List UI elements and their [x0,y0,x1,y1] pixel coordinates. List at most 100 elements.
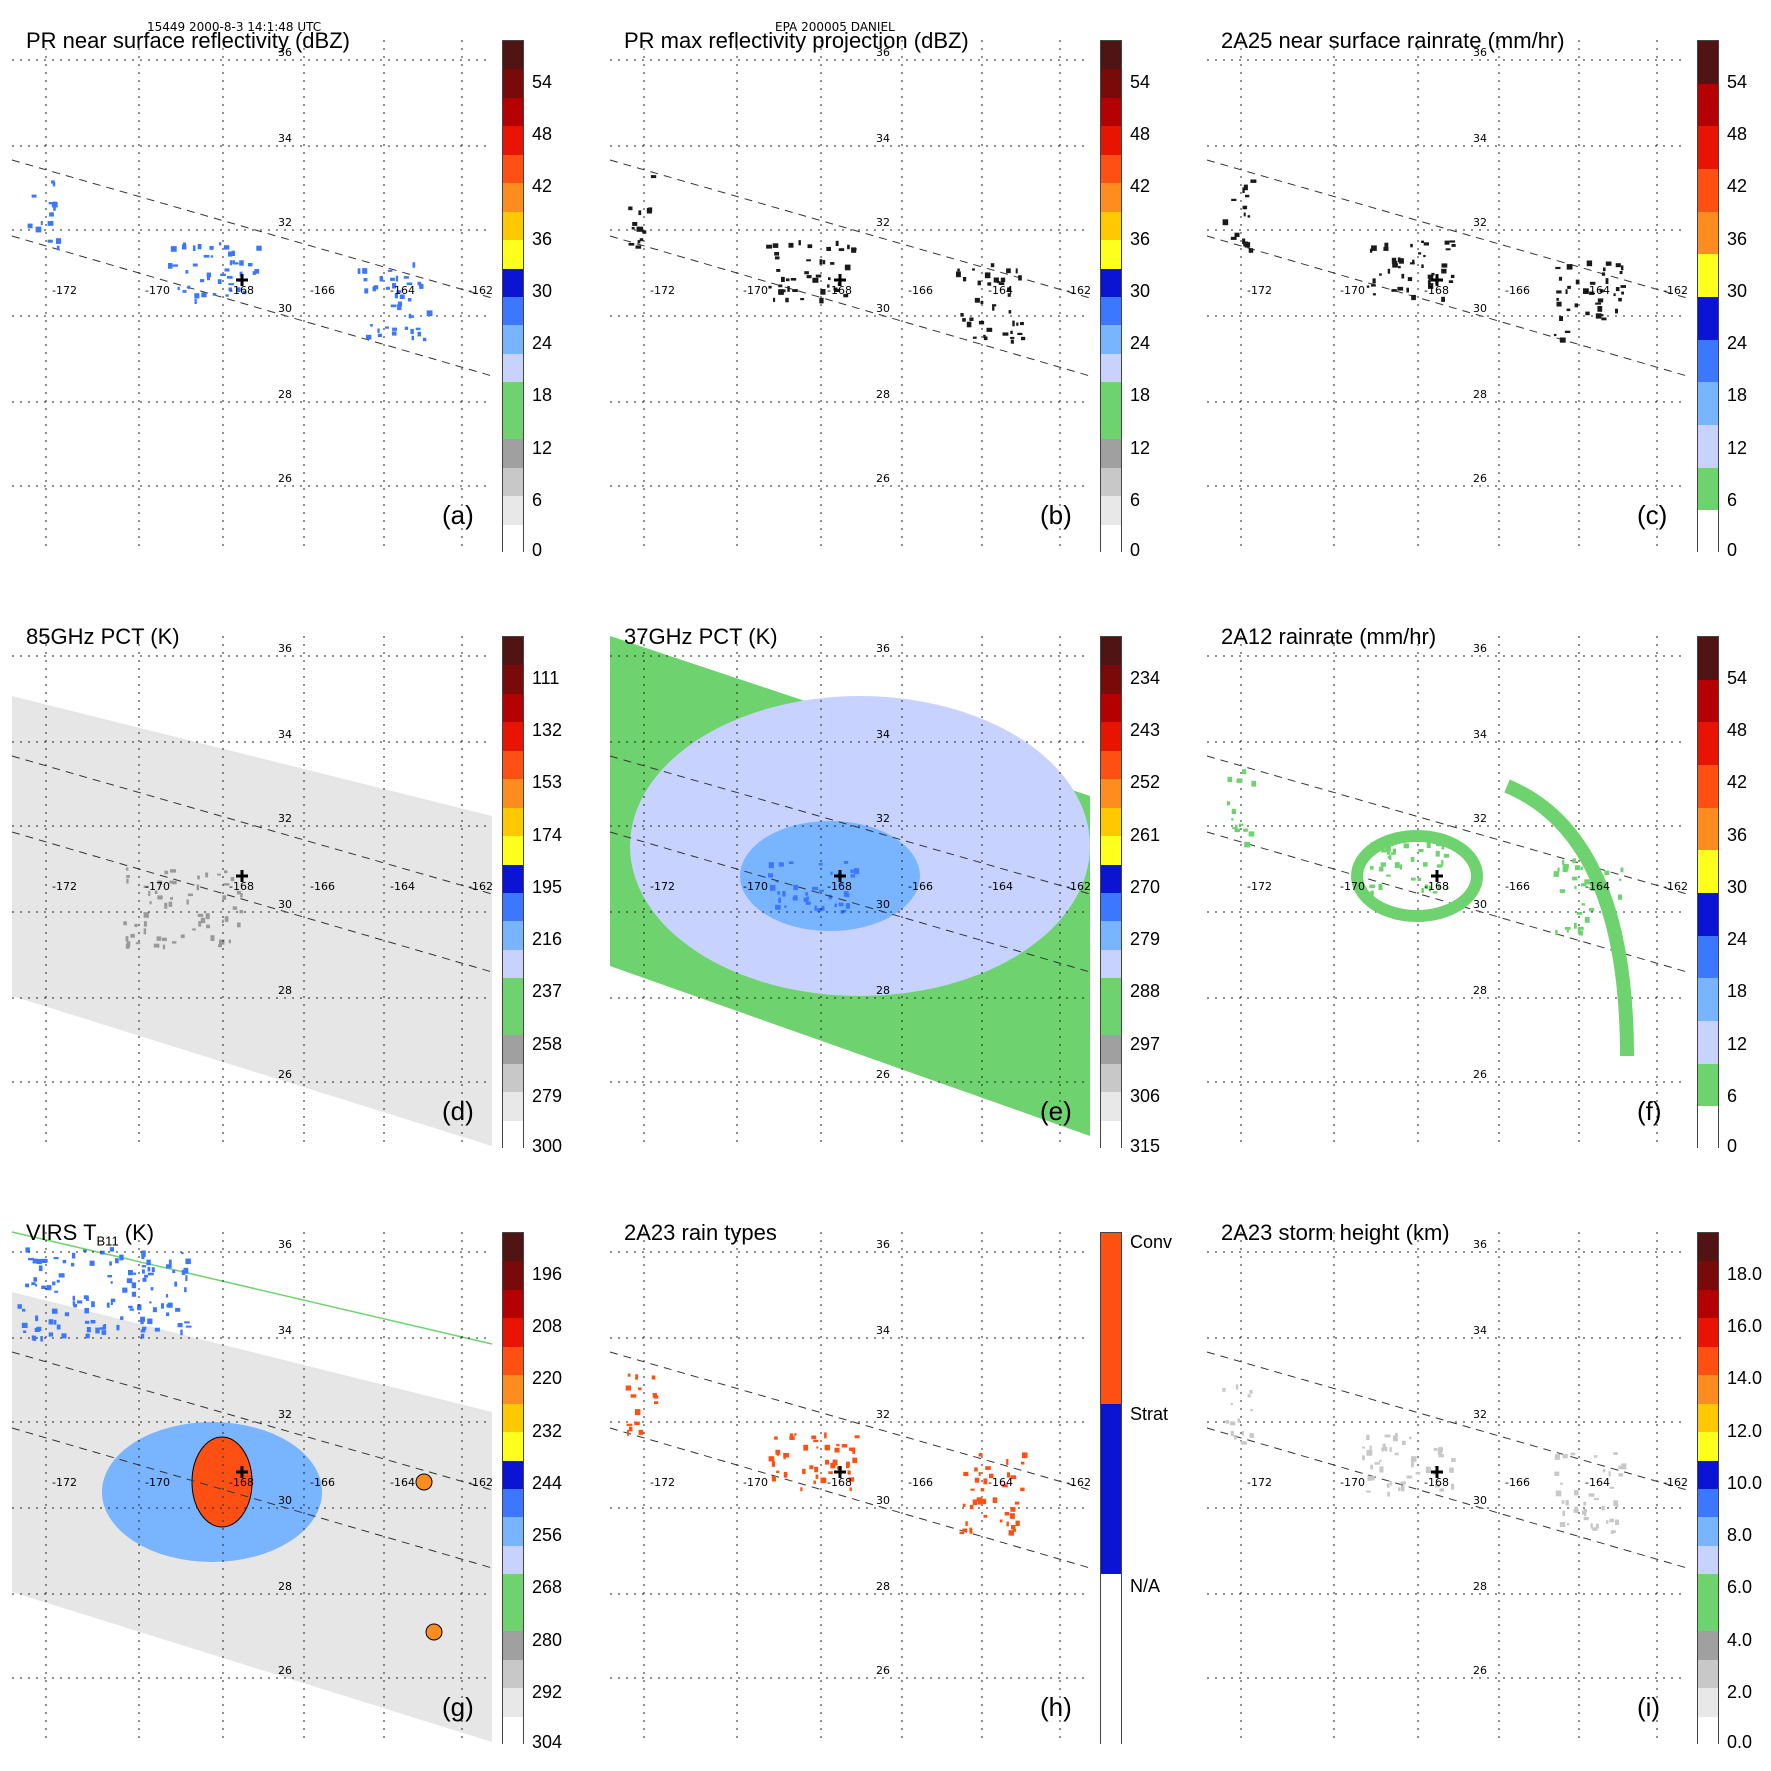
lat-label: 28 [876,388,890,401]
echo-pixel [1009,1513,1015,1519]
echo-pixel [1230,1421,1236,1426]
echo-pixel [1387,268,1391,274]
lon-label: -164 [390,284,415,297]
lat-label: 34 [876,1324,890,1337]
echo-pixel [387,269,393,272]
echo-pixel [651,1375,656,1380]
echo-pixel [1391,852,1396,855]
echo-pixel [832,1459,838,1466]
echo-pixel [1391,289,1397,292]
echo-pixel [236,287,241,292]
echo-pixel [38,1265,43,1272]
echo-pixel [1387,856,1391,859]
echo-pixel [1572,876,1578,881]
echo-pixel [963,1471,969,1476]
echo-pixel [46,1285,52,1291]
echo-pixel [1244,841,1251,848]
echo-pixel [1613,1500,1619,1506]
echo-pixel [828,277,831,281]
lat-label: 36 [1473,1238,1487,1251]
colorbar-label: 18 [1130,385,1151,406]
echo-pixel [654,1401,659,1404]
echo-pixel [969,1527,972,1533]
echo-pixel [218,944,222,948]
echo-pixel [1589,281,1596,285]
echo-pixel [172,1270,176,1274]
echo-pixel [152,1307,157,1313]
lat-label: 28 [278,984,292,997]
colorbar-label: 30 [1727,876,1748,897]
echo-pixel [147,1266,151,1272]
colorbar-label: 18 [532,385,553,406]
echo-pixel [184,1287,187,1293]
colorbar-segment [1101,410,1121,440]
echo-pixel [648,207,653,212]
echo-pixel [410,328,414,335]
colorbar-segment [503,1035,523,1064]
echo-pixel [123,921,127,926]
echo-pixel [366,334,372,340]
echo-pixel [1424,884,1428,889]
colorbar-label: 48 [1727,124,1748,145]
echo-pixel [1423,255,1426,258]
colorbar-segment [1101,524,1121,553]
echo-pixel [17,1304,22,1309]
echo-pixel [1621,291,1624,295]
colorbar-segment [1101,1063,1121,1093]
colorbar-segment [1101,126,1121,155]
echo-pixel [983,336,988,341]
echo-pixel [58,1273,65,1278]
echo-pixel [200,279,205,283]
echo-pixel [1441,268,1447,274]
colorbar-label: 174 [532,824,563,845]
echo-pixel [143,912,149,918]
lat-label: 30 [876,302,890,315]
echo-pixel [1618,297,1622,302]
swath-edge-line [609,159,1091,299]
echo-pixel [1242,205,1248,210]
echo-pixel [1381,849,1387,853]
echo-pixel [847,244,850,250]
lat-label: 32 [876,812,890,825]
colorbar-segment [1101,1006,1121,1036]
echo-pixel [1441,859,1444,866]
colorbar-segment [1101,836,1121,865]
echo-pixel [142,1269,145,1274]
lat-label: 36 [876,46,890,59]
lon-label: -170 [145,1476,170,1489]
colorbar-segment [1698,1346,1718,1376]
echo-pixel [1234,232,1240,237]
echo-pixel [1557,867,1560,872]
echo-pixel [838,248,845,251]
echo-pixel [1582,1510,1586,1515]
echo-pixel [778,284,783,288]
echo-pixel [212,293,217,296]
lat-label: 36 [1473,46,1487,59]
echo-pixel [128,1270,133,1276]
echo-pixel [32,1258,38,1264]
echo-pixel [1588,1493,1595,1497]
echo-pixel [1411,294,1416,301]
colorbar-segment [503,1545,523,1575]
lon-label: -170 [1340,284,1365,297]
storm-name-header: EPA 200005 DANIEL [775,20,895,34]
echo-pixel [406,282,413,286]
colorbar-segment [1698,41,1718,84]
echo-pixel [1387,1491,1390,1497]
echo-pixel [818,889,824,892]
echo-pixel [1581,903,1586,906]
colorbar-label: 279 [1130,929,1161,950]
echo-pixel [40,221,43,226]
echo-pixel [1450,1483,1455,1490]
echo-pixel [1410,856,1415,862]
lon-label: -172 [1247,1476,1272,1489]
echo-pixel [47,221,54,226]
lat-label: 32 [1473,812,1487,825]
echo-pixel [1432,891,1438,894]
colorbar-segment [503,1261,523,1290]
echo-pixel [128,1305,133,1309]
echo-pixel [1235,1384,1239,1390]
colorbar-segment [503,1403,523,1433]
echo-pixel [172,880,177,885]
colorbar-segment [1698,1659,1718,1689]
